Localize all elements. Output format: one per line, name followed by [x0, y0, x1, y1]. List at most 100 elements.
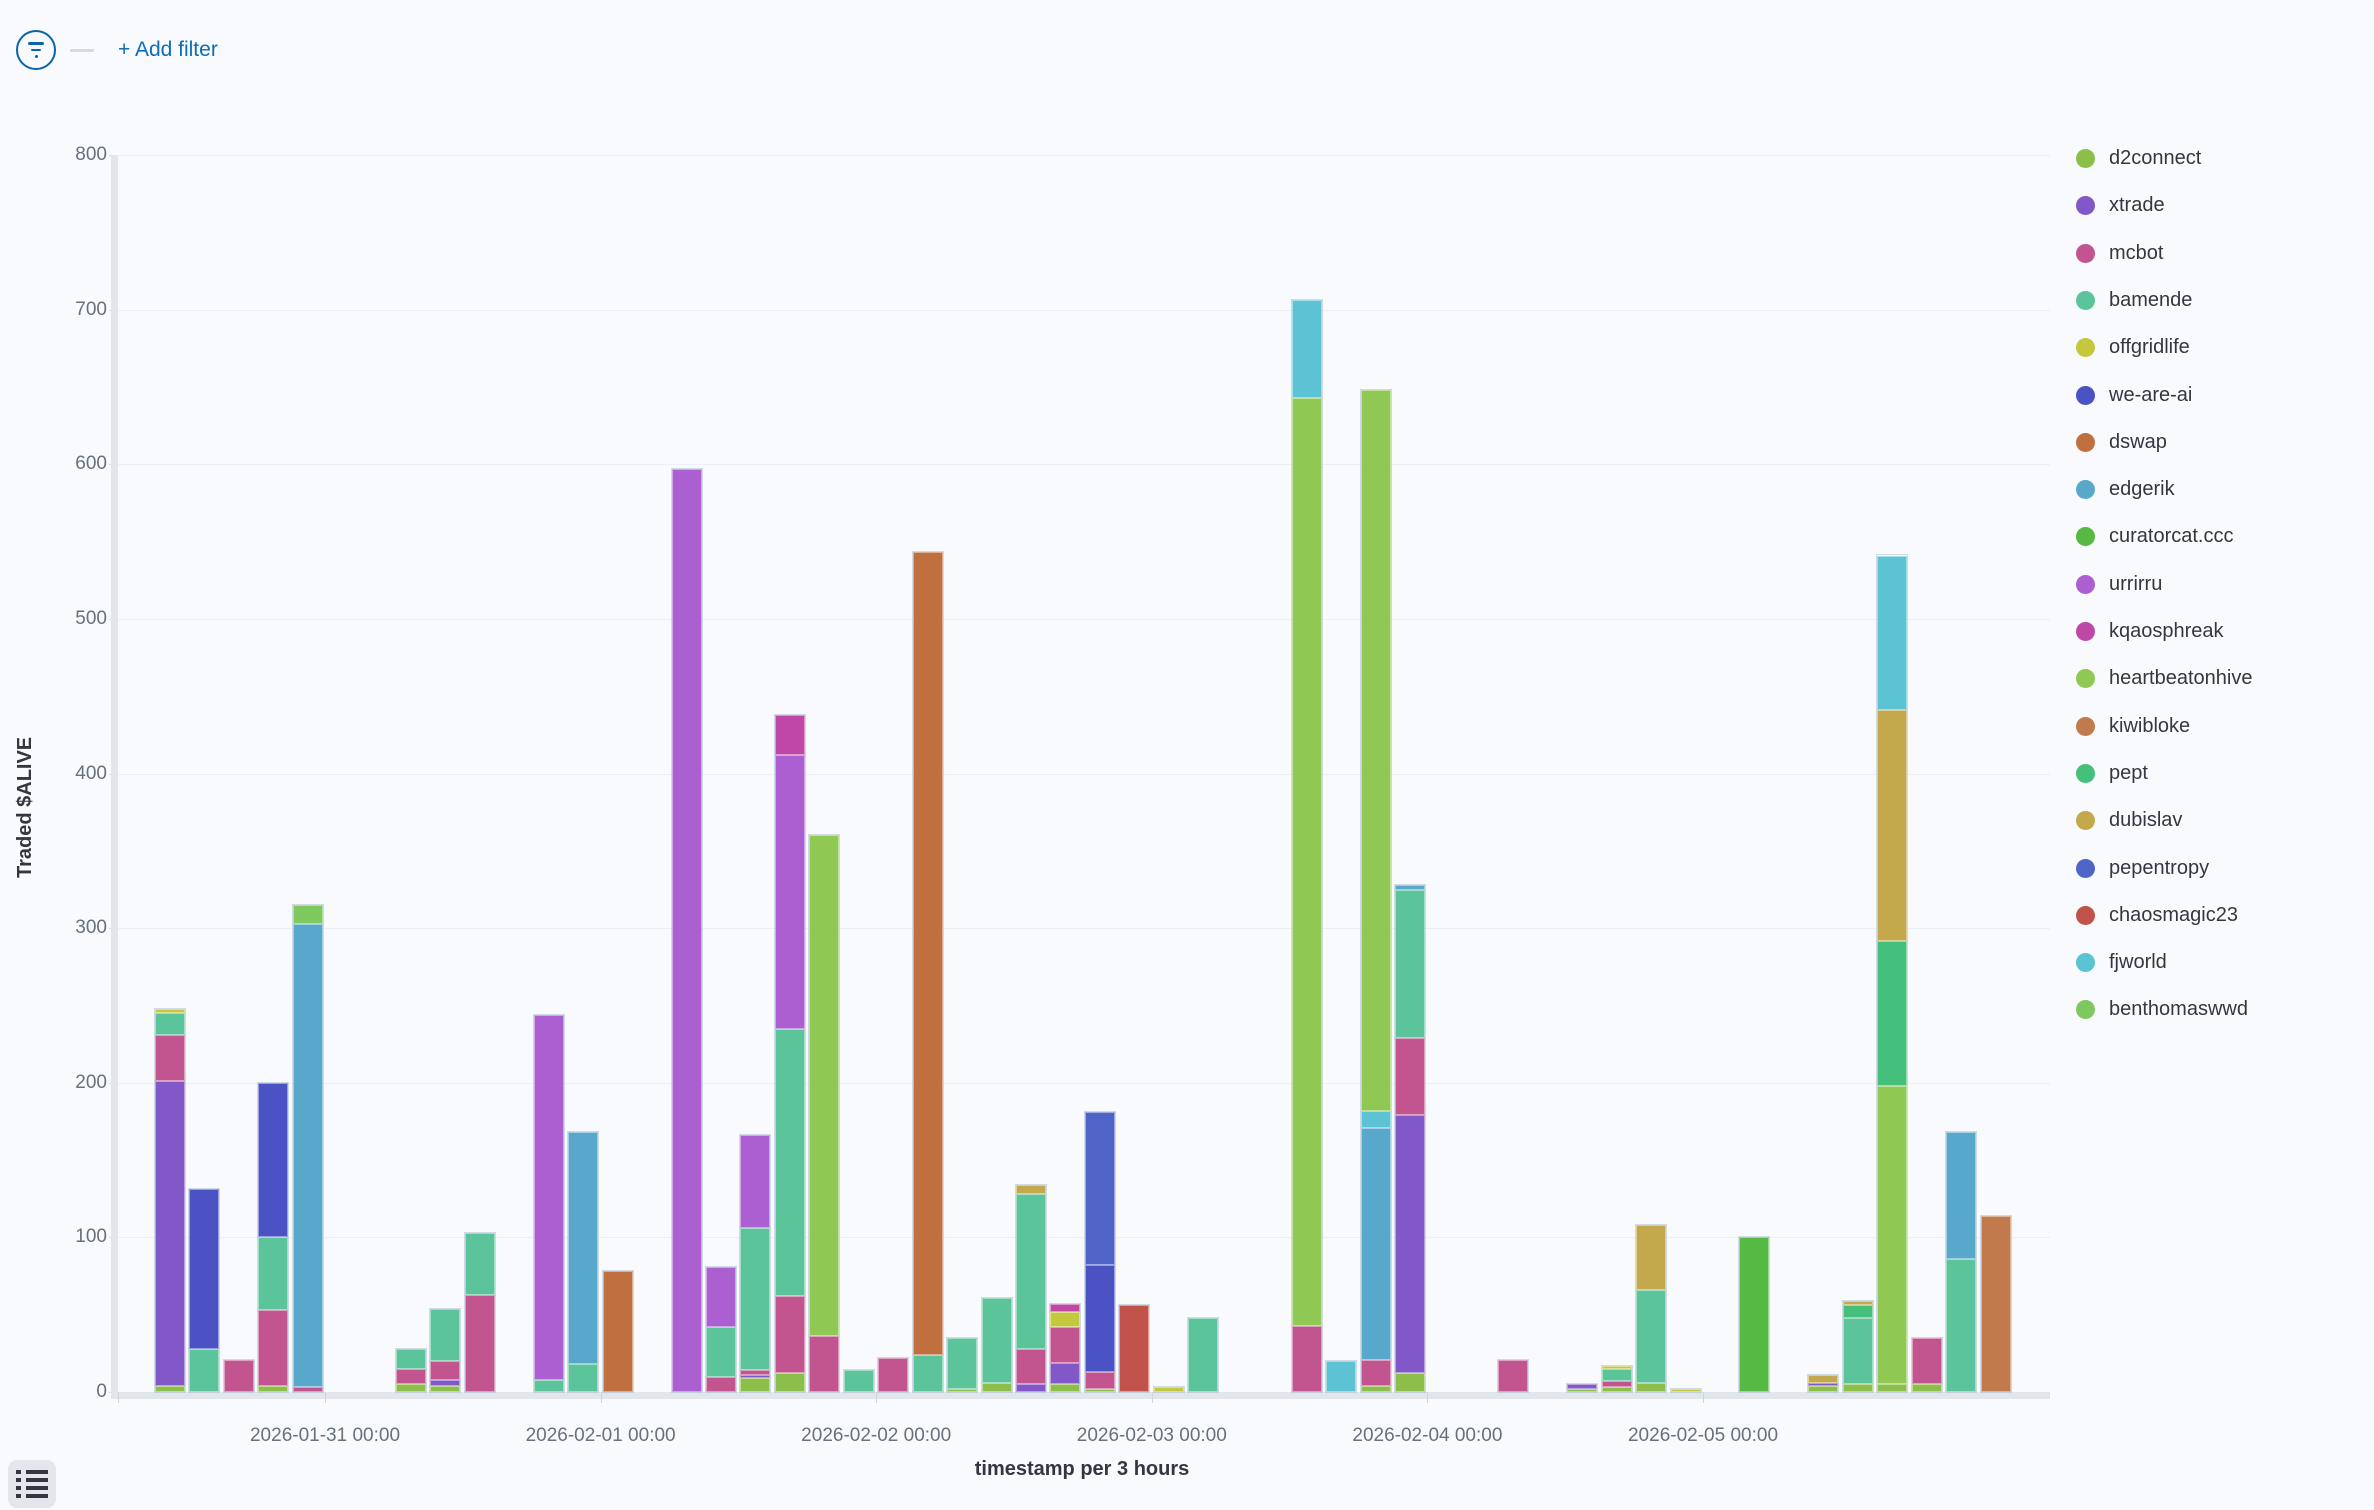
bar-segment-offgridlife[interactable] — [1153, 1387, 1184, 1392]
bar-2026-02-04 18:00[interactable] — [1635, 1224, 1668, 1393]
legend-item-pepentropy[interactable]: pepentropy — [2076, 857, 2209, 880]
bar-segment-chaosmagic23[interactable] — [1119, 1305, 1150, 1392]
legend-item-mcbot[interactable]: mcbot — [2076, 242, 2163, 265]
bar-segment-d2connect[interactable] — [1394, 1373, 1425, 1392]
bar-segment-d2connect[interactable] — [154, 1385, 185, 1392]
legend-item-kiwibloke[interactable]: kiwibloke — [2076, 715, 2190, 738]
bar-segment-pept[interactable] — [1877, 940, 1908, 1086]
bar-2026-02-04 21:00[interactable] — [1669, 1387, 1702, 1394]
bar-segment-bamende[interactable] — [1394, 889, 1425, 1038]
bar-segment-kqaosphreak[interactable] — [1050, 1303, 1081, 1312]
bar-segment-pept[interactable] — [1842, 1305, 1873, 1318]
bar-segment-kiwibloke[interactable] — [1980, 1215, 2011, 1392]
bar-segment-d2connect[interactable] — [1084, 1388, 1115, 1392]
bar-segment-fjworld[interactable] — [1360, 1110, 1391, 1128]
bar-segment-dubislav[interactable] — [1808, 1375, 1839, 1383]
bar-segment-mcbot[interactable] — [740, 1370, 771, 1375]
bar-segment-we-are-ai[interactable] — [1084, 1265, 1115, 1372]
bar-segment-fjworld[interactable] — [1326, 1361, 1357, 1392]
bar-2026-02-05 09:00[interactable] — [1807, 1373, 1840, 1393]
bar-segment-dubislav[interactable] — [1842, 1300, 1873, 1306]
bar-segment-bamende[interactable] — [533, 1379, 564, 1392]
bar-2026-02-03 18:00[interactable] — [1359, 389, 1392, 1393]
bar-segment-mcbot[interactable] — [1601, 1381, 1632, 1388]
bar-segment-d2connect[interactable] — [981, 1382, 1012, 1392]
bar-segment-d2connect[interactable] — [774, 1373, 805, 1392]
bar-2026-02-03 21:00[interactable] — [1393, 883, 1426, 1393]
legend-item-d2connect[interactable]: d2connect — [2076, 147, 2201, 170]
bar-segment-xtrade[interactable] — [154, 1081, 185, 1386]
bar-2026-02-02 00:00[interactable] — [877, 1356, 910, 1393]
bar-segment-xtrade[interactable] — [1808, 1382, 1839, 1386]
bar-segment-mcbot[interactable] — [878, 1357, 909, 1392]
bar-segment-urrirru[interactable] — [774, 754, 805, 1029]
bar-2026-02-05 21:00[interactable] — [1945, 1131, 1978, 1393]
bar-segment-we-are-ai[interactable] — [258, 1082, 289, 1238]
bar-segment-offgridlife[interactable] — [1050, 1311, 1081, 1328]
bar-segment-mcbot[interactable] — [1016, 1348, 1046, 1385]
bar-segment-d2connect[interactable] — [1842, 1384, 1873, 1392]
bar-2026-02-02 18:00[interactable] — [1083, 1111, 1116, 1393]
bar-segment-xtrade[interactable] — [1567, 1384, 1598, 1389]
bar-segment-bamende[interactable] — [705, 1327, 736, 1377]
bar-2026-02-02 06:00[interactable] — [946, 1336, 979, 1393]
legend-item-chaosmagic23[interactable]: chaosmagic23 — [2076, 904, 2238, 927]
bar-segment-kqaosphreak[interactable] — [774, 714, 805, 755]
legend-item-fjworld[interactable]: fjworld — [2076, 951, 2167, 974]
bar-segment-heartbeatonhive[interactable] — [1360, 390, 1391, 1111]
bar-segment-edgerik[interactable] — [292, 923, 323, 1388]
legend-item-we-are-ai[interactable]: we-are-ai — [2076, 384, 2192, 407]
bar-segment-d2connect[interactable] — [1601, 1387, 1632, 1392]
bar-segment-bamende[interactable] — [740, 1228, 771, 1371]
bar-segment-fjworld[interactable] — [1291, 300, 1322, 398]
bar-2026-01-31 21:00[interactable] — [567, 1131, 600, 1393]
filter-icon[interactable] — [16, 30, 56, 70]
bar-2026-01-30 09:00[interactable] — [153, 1007, 186, 1393]
bar-segment-heartbeatonhive[interactable] — [1877, 1085, 1908, 1385]
bar-2026-02-04 06:00[interactable] — [1497, 1358, 1530, 1393]
bar-segment-bamende[interactable] — [430, 1308, 461, 1362]
bar-segment-dswap[interactable] — [602, 1271, 633, 1392]
bar-segment-bamende[interactable] — [774, 1028, 805, 1297]
bar-2026-01-31 09:00[interactable] — [429, 1307, 462, 1393]
bar-segment-bamende[interactable] — [568, 1364, 599, 1392]
bar-segment-d2connect[interactable] — [1360, 1385, 1391, 1392]
bar-2026-02-03 00:00[interactable] — [1152, 1386, 1185, 1393]
bar-segment-pepentropy[interactable] — [1084, 1112, 1115, 1266]
bar-2026-02-02 12:00[interactable] — [1015, 1183, 1047, 1393]
bar-2026-02-06 00:00[interactable] — [1979, 1214, 2012, 1393]
legend-item-heartbeatonhive[interactable]: heartbeatonhive — [2076, 667, 2252, 690]
bar-segment-mcbot[interactable] — [292, 1387, 323, 1392]
bar-segment-dubislav[interactable] — [1877, 710, 1908, 941]
bar-segment-d2connect[interactable] — [430, 1385, 461, 1392]
bar-segment-curatorcat.ccc[interactable] — [1739, 1237, 1770, 1392]
bar-segment-offgridlife[interactable] — [1601, 1365, 1632, 1369]
bar-2026-02-03 15:00[interactable] — [1325, 1360, 1358, 1393]
bar-segment-edgerik[interactable] — [568, 1132, 599, 1365]
legend-item-pept[interactable]: pept — [2076, 762, 2148, 785]
bar-segment-we-are-ai[interactable] — [189, 1189, 220, 1349]
legend-item-xtrade[interactable]: xtrade — [2076, 194, 2165, 217]
bar-segment-mcbot[interactable] — [809, 1336, 840, 1392]
bar-segment-offgridlife[interactable] — [1670, 1388, 1701, 1392]
bar-segment-mcbot[interactable] — [223, 1359, 254, 1392]
legend-item-urrirru[interactable]: urrirru — [2076, 573, 2162, 596]
bar-2026-01-31 18:00[interactable] — [532, 1013, 565, 1393]
legend-toggle-button[interactable] — [8, 1460, 56, 1508]
bar-2026-02-04 15:00[interactable] — [1600, 1364, 1633, 1393]
bar-segment-bamende[interactable] — [189, 1348, 220, 1392]
bar-2026-02-02 21:00[interactable] — [1118, 1304, 1151, 1393]
bar-segment-mcbot[interactable] — [258, 1310, 289, 1386]
bar-2026-02-05 15:00[interactable] — [1876, 554, 1909, 1393]
bar-segment-mcbot[interactable] — [464, 1294, 495, 1392]
bar-2026-02-01 00:00[interactable] — [601, 1270, 634, 1393]
bar-2026-02-01 09:00[interactable] — [704, 1265, 737, 1393]
bar-segment-dubislav[interactable] — [1016, 1184, 1046, 1195]
bar-segment-d2connect[interactable] — [1911, 1384, 1942, 1392]
legend-item-bamende[interactable]: bamende — [2076, 289, 2192, 312]
bar-segment-bamende[interactable] — [464, 1232, 495, 1295]
bar-segment-xtrade[interactable] — [1016, 1384, 1046, 1392]
bar-segment-bamende[interactable] — [1842, 1317, 1873, 1385]
bar-segment-heartbeatonhive[interactable] — [809, 835, 840, 1337]
bar-segment-d2connect[interactable] — [947, 1388, 978, 1392]
